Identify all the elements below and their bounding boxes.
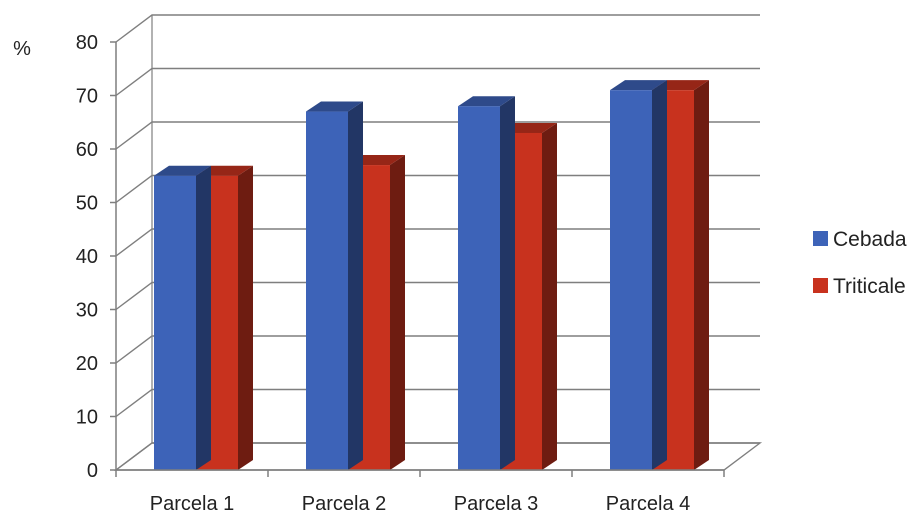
bar-front xyxy=(610,90,652,471)
x-tick-label: Parcela 3 xyxy=(454,493,539,515)
bar-top xyxy=(610,80,667,91)
y-tick-label: 10 xyxy=(76,407,98,429)
y-tick-label: 40 xyxy=(76,246,98,268)
y-tick-label: 80 xyxy=(76,32,98,54)
y-tick-label: 30 xyxy=(76,300,98,322)
bar-side xyxy=(348,101,363,471)
bar-front xyxy=(306,111,348,471)
bar-side xyxy=(542,122,557,470)
bar xyxy=(306,101,363,471)
bar-top xyxy=(154,165,211,176)
legend-label: Triticale xyxy=(833,275,906,298)
legend-label: Cebada xyxy=(833,228,907,251)
bar-front xyxy=(458,106,500,470)
y-tick-label: 50 xyxy=(76,193,98,215)
bar-top xyxy=(306,101,363,112)
bar-front xyxy=(154,175,196,470)
legend-swatch xyxy=(813,278,828,293)
bar-side xyxy=(694,80,709,471)
legend-item: Triticale xyxy=(813,275,906,298)
y-tick-label: 20 xyxy=(76,353,98,375)
legend-swatch xyxy=(813,231,828,246)
gridline xyxy=(115,14,760,43)
y-axis-label: % xyxy=(13,38,31,60)
axes: 0 10 20 30 40 50 60 70 80% Parcela 1 Parcela 2 Parc… xyxy=(13,32,725,515)
x-tick-label: Parcela 2 xyxy=(302,493,387,515)
legend-item: Cebada xyxy=(813,228,907,251)
bar xyxy=(458,96,515,470)
bar-side xyxy=(500,96,515,470)
bar xyxy=(154,165,211,470)
bar xyxy=(610,80,667,471)
x-tick-label: Parcela 4 xyxy=(606,493,691,515)
bars xyxy=(154,80,709,471)
y-tick-label: 70 xyxy=(76,86,98,108)
gridlines xyxy=(115,14,760,471)
y-tick-label: 60 xyxy=(76,139,98,161)
bar-side xyxy=(238,165,253,470)
bar-side xyxy=(196,165,211,470)
y-tick-label: 0 xyxy=(87,460,98,482)
bar-top xyxy=(458,96,515,107)
legend: Cebada Triticale xyxy=(813,228,907,298)
bar-side xyxy=(652,80,667,471)
bar-side xyxy=(390,155,405,471)
x-tick-label: Parcela 1 xyxy=(150,493,235,515)
